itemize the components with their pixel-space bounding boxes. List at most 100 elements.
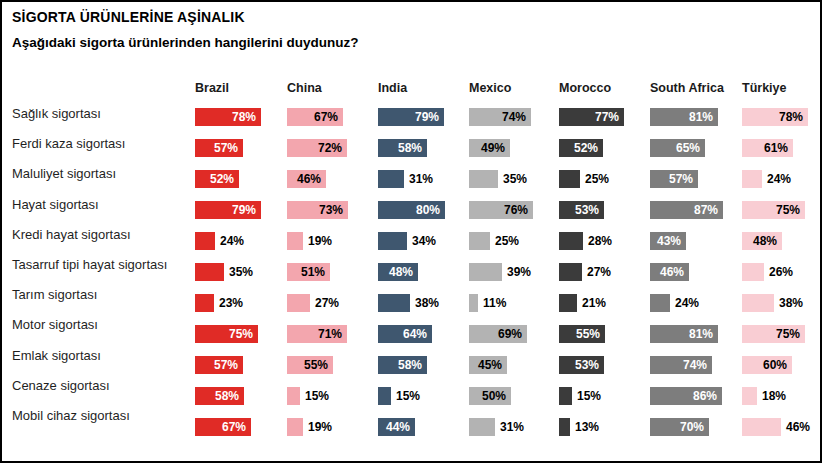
bar-value-label: 52% <box>559 139 603 157</box>
bar <box>742 263 764 281</box>
row-label: Emlak sigortası <box>12 348 101 363</box>
bar-value-label: 23% <box>219 294 243 312</box>
bar-value-label: 44% <box>378 418 415 436</box>
column-header: Türkiye <box>742 81 786 95</box>
bar-value-label: 25% <box>585 170 609 188</box>
bar-value-label: 80% <box>378 201 445 219</box>
bar-value-label: 58% <box>378 356 427 374</box>
bar-value-label: 35% <box>229 263 253 281</box>
bar-value-label: 79% <box>378 108 444 126</box>
bar <box>378 387 391 405</box>
bar-value-label: 79% <box>195 201 261 219</box>
bar-value-label: 71% <box>287 325 347 343</box>
bar-value-label: 35% <box>503 170 527 188</box>
bar <box>195 263 224 281</box>
bar-value-label: 72% <box>287 139 347 157</box>
row-label: Cenaze sigortası <box>12 378 110 393</box>
bar-value-label: 75% <box>742 201 805 219</box>
bar <box>559 418 570 436</box>
column-header: Brazil <box>195 81 229 95</box>
bar-value-label: 13% <box>575 418 599 436</box>
bar <box>378 170 404 188</box>
bar-value-label: 81% <box>650 108 718 126</box>
bar <box>469 232 490 250</box>
bar-value-label: 46% <box>650 263 689 281</box>
column-header: South Africa <box>650 81 724 95</box>
bar-value-label: 55% <box>559 325 605 343</box>
bar <box>469 418 495 436</box>
bar-value-label: 21% <box>582 294 606 312</box>
bar-value-label: 55% <box>287 356 333 374</box>
row-label: Mobil cihaz sigortası <box>12 408 130 423</box>
bar-value-label: 19% <box>308 418 332 436</box>
bar-value-label: 75% <box>742 325 805 343</box>
row-label: Kredi hayat sigortası <box>12 227 131 242</box>
bar <box>559 170 580 188</box>
bar <box>650 294 670 312</box>
bar-value-label: 48% <box>378 263 418 281</box>
bar-value-label: 57% <box>650 170 698 188</box>
bar <box>287 418 303 436</box>
bar <box>559 232 583 250</box>
row-label: Tarım sigortası <box>12 287 97 302</box>
bar-value-label: 11% <box>483 294 506 312</box>
column-header: India <box>378 81 407 95</box>
bar-value-label: 34% <box>412 232 436 250</box>
bar-value-label: 78% <box>742 108 808 126</box>
bar-value-label: 27% <box>587 263 611 281</box>
bar-value-label: 18% <box>762 387 786 405</box>
bar-value-label: 38% <box>415 294 439 312</box>
bar <box>195 294 214 312</box>
bar-value-label: 24% <box>675 294 699 312</box>
bar-value-label: 24% <box>767 170 791 188</box>
bar <box>469 263 502 281</box>
bar-value-label: 51% <box>287 263 330 281</box>
bar-value-label: 39% <box>507 263 531 281</box>
bar <box>559 387 572 405</box>
bar <box>469 170 498 188</box>
bar-value-label: 65% <box>650 139 705 157</box>
bar-value-label: 27% <box>315 294 339 312</box>
bar-value-label: 70% <box>650 418 709 436</box>
row-label: Ferdi kaza sigortası <box>12 136 125 151</box>
bar-value-label: 15% <box>305 387 329 405</box>
row-label: Hayat sigortası <box>12 197 99 212</box>
bar-value-label: 15% <box>577 387 601 405</box>
bar <box>378 232 407 250</box>
bar-value-label: 86% <box>650 387 722 405</box>
bar-value-label: 50% <box>469 387 511 405</box>
bar-value-label: 19% <box>308 232 332 250</box>
bar-value-label: 61% <box>742 139 793 157</box>
column-header: China <box>287 81 322 95</box>
bar <box>559 294 577 312</box>
bar-value-label: 24% <box>220 232 244 250</box>
chart: BrazilChinaIndiaMexicoMoroccoSouth Afric… <box>2 2 822 463</box>
bar-value-label: 67% <box>287 108 343 126</box>
bar-value-label: 78% <box>195 108 261 126</box>
bar <box>742 170 762 188</box>
column-header: Mexico <box>469 81 511 95</box>
row-label: Motor sigortası <box>12 317 98 332</box>
bar-value-label: 77% <box>559 108 624 126</box>
bar-value-label: 46% <box>786 418 810 436</box>
bar-value-label: 43% <box>650 232 686 250</box>
bar-value-label: 49% <box>469 139 510 157</box>
bar-value-label: 31% <box>500 418 524 436</box>
bar <box>378 294 410 312</box>
bar <box>559 263 582 281</box>
bar-value-label: 38% <box>779 294 803 312</box>
bar-value-label: 81% <box>650 325 718 343</box>
bar-value-label: 53% <box>559 356 604 374</box>
bar <box>195 232 215 250</box>
bar <box>742 294 774 312</box>
row-label: Maluliyet sigortası <box>12 166 116 181</box>
bar-value-label: 45% <box>469 356 507 374</box>
bar-value-label: 67% <box>195 418 251 436</box>
bar-value-label: 57% <box>195 356 243 374</box>
bar <box>287 387 300 405</box>
row-label: Tasarruf tipi hayat sigortası <box>12 257 167 272</box>
report-card: SİGORTA ÜRÜNLERİNE AŞİNALIK Aşağıdaki si… <box>0 0 822 463</box>
bar-value-label: 73% <box>287 201 348 219</box>
bar-value-label: 58% <box>195 387 244 405</box>
bar-value-label: 28% <box>588 232 612 250</box>
